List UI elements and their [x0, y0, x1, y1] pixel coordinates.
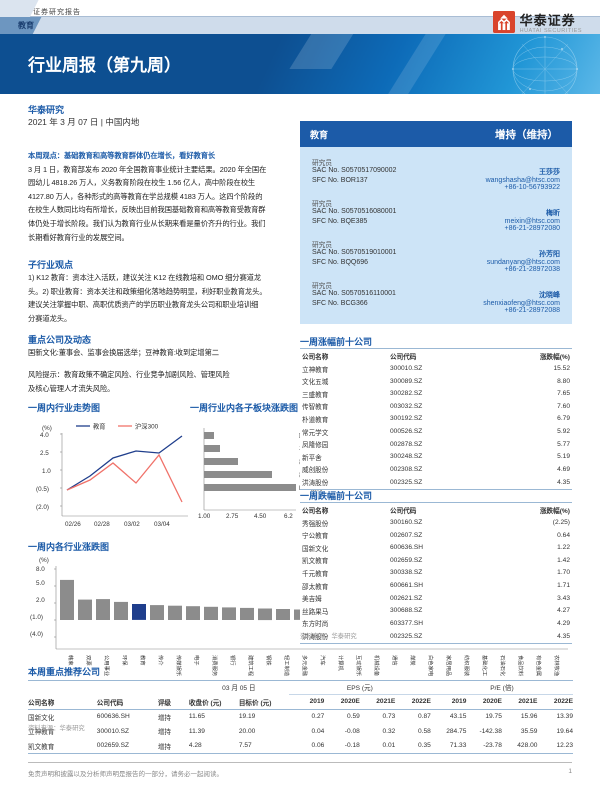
svg-text:03/02: 03/02	[124, 521, 140, 528]
svg-text:韩束: 韩束	[67, 655, 75, 666]
svg-text:家居用品: 家居用品	[445, 655, 453, 676]
svg-text:传介: 传介	[157, 655, 165, 666]
svg-text:食品饮料: 食品饮料	[517, 655, 525, 677]
svg-text:(0.5): (0.5)	[36, 486, 49, 493]
svg-text:煤炭: 煤炭	[409, 655, 417, 666]
svg-text:机械设备: 机械设备	[373, 655, 381, 677]
svg-text:环保: 环保	[121, 655, 129, 666]
svg-text:基础化工: 基础化工	[481, 655, 489, 677]
svg-text:6.2: 6.2	[284, 513, 293, 520]
svg-text:石油石化: 石油石化	[499, 655, 507, 677]
svg-text:传媒娱乐: 传媒娱乐	[175, 655, 183, 677]
svg-text:02/26: 02/26	[65, 521, 81, 528]
svg-text:(2.0): (2.0)	[36, 504, 49, 511]
svg-text:多元金融: 多元金融	[301, 655, 309, 677]
svg-text:钢铁: 钢铁	[265, 655, 273, 666]
svg-text:02/28: 02/28	[94, 521, 110, 528]
svg-text:教育: 教育	[93, 422, 106, 431]
svg-text:1.00: 1.00	[198, 513, 211, 520]
svg-text:4.50: 4.50	[254, 513, 267, 520]
svg-text:8.0: 8.0	[36, 566, 45, 573]
svg-text:银行: 银行	[229, 655, 237, 666]
svg-text:5.0: 5.0	[36, 580, 45, 587]
svg-text:通信: 通信	[391, 655, 399, 666]
svg-text:电子: 电子	[193, 655, 201, 666]
svg-text:互动娱乐: 互动娱乐	[355, 655, 363, 677]
svg-text:公用事业: 公用事业	[103, 655, 111, 676]
svg-text:(%): (%)	[42, 425, 52, 432]
svg-text:教育: 教育	[139, 655, 147, 666]
svg-text:03/04: 03/04	[154, 521, 170, 528]
svg-text:农林牧渔: 农林牧渔	[553, 655, 561, 677]
svg-text:消费服务: 消费服务	[211, 655, 219, 677]
svg-text:白色家电: 白色家电	[427, 655, 435, 677]
svg-text:计算机: 计算机	[337, 655, 345, 672]
svg-text:沪深300: 沪深300	[135, 422, 159, 431]
svg-text:轻工制造: 轻工制造	[283, 655, 291, 677]
svg-text:建筑工程: 建筑工程	[247, 655, 255, 677]
svg-text:4.0: 4.0	[40, 432, 49, 439]
svg-text:汽车: 汽车	[319, 655, 327, 666]
svg-text:双源: 双源	[85, 655, 93, 666]
svg-text:(1.0): (1.0)	[30, 614, 43, 621]
svg-text:(4.0): (4.0)	[30, 631, 43, 638]
svg-text:2.75: 2.75	[226, 513, 239, 520]
svg-text:2.0: 2.0	[36, 597, 45, 604]
svg-text:(%): (%)	[39, 557, 49, 564]
svg-text:2.5: 2.5	[40, 450, 49, 457]
svg-text:有色金属: 有色金属	[535, 655, 543, 676]
svg-text:纺织服装: 纺织服装	[463, 655, 471, 677]
svg-text:1.0: 1.0	[42, 468, 51, 475]
